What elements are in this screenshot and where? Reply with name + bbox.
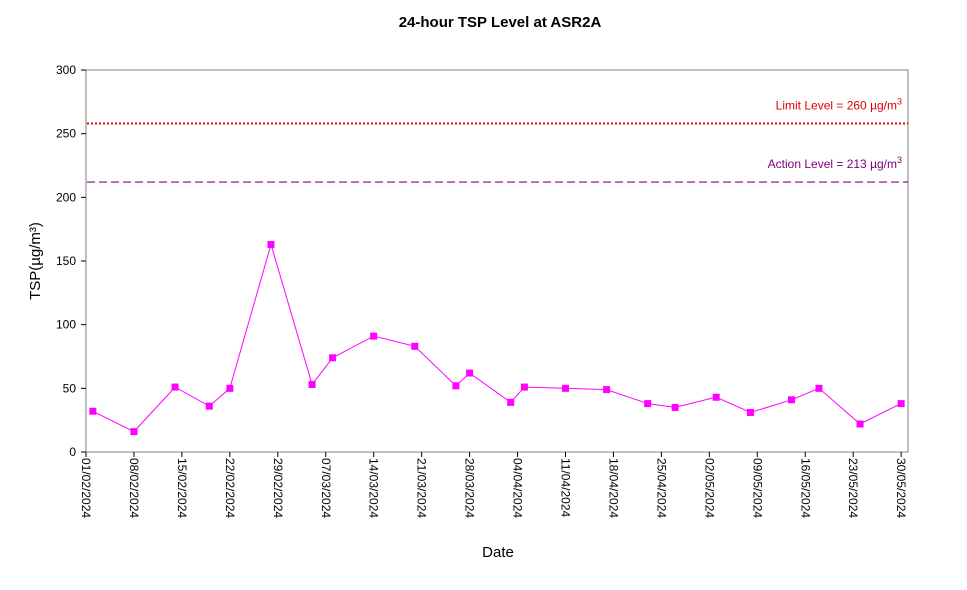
x-tick-label: 11/04/2024 [559,458,573,517]
reference-line-label: Limit Level = 260 µg/m3 [776,96,902,112]
y-tick-label: 250 [56,127,76,141]
x-axis-label: Date [482,544,514,561]
x-tick-label: 23/05/2024 [846,458,860,518]
x-tick-label: 18/04/2024 [606,458,620,518]
data-point [671,403,679,411]
y-axis: 0 50 100 150 200 250 300 [56,63,86,459]
data-point [466,369,474,377]
x-tick-label: 22/02/2024 [223,458,237,518]
x-tick-label: 28/03/2024 [463,458,477,518]
reference-lines: Limit Level = 260 µg/m3 Action Level = 21… [87,96,908,183]
data-point [562,384,569,392]
plot-area [85,69,909,453]
data-point [603,386,611,394]
data-point [644,400,652,408]
y-tick-label: 50 [63,381,77,395]
data-point [897,400,905,408]
data-point [746,409,754,417]
x-tick-label: 30/05/2024 [894,458,908,518]
data-point [452,382,460,390]
x-tick-label: 02/05/2024 [702,458,716,518]
x-tick-label: 25/04/2024 [654,458,668,518]
data-point [712,393,720,401]
data-point [171,383,179,391]
x-tick-label: 09/05/2024 [750,458,764,518]
data-point [226,384,234,392]
x-tick-label: 01/02/2024 [79,458,93,518]
series-tsp [89,240,905,436]
x-tick-label: 07/03/2024 [319,458,333,518]
data-point [856,420,864,428]
data-point [815,384,823,392]
data-point [329,354,337,362]
y-tick-label: 200 [56,190,76,204]
x-axis: 01/02/2024 08/02/2024 15/02/2024 22/02/2024… [79,452,908,518]
data-point [205,402,213,410]
x-tick-label: 14/03/2024 [367,458,381,518]
x-tick-label: 16/05/2024 [798,458,812,518]
data-point [788,396,796,404]
data-point [308,381,316,389]
series-line [92,242,902,433]
y-axis-label: TSP(µg/m³) [27,222,44,300]
y-tick-label: 100 [56,318,76,332]
chart-title: 24-hour TSP Level at ASR2A [399,14,602,31]
x-tick-label: 15/02/2024 [175,458,189,518]
data-point [520,383,528,391]
y-tick-label: 0 [69,445,76,459]
y-tick-label: 150 [56,254,76,268]
y-tick-label: 300 [56,63,76,77]
x-tick-label: 04/04/2024 [511,458,525,518]
data-point [411,342,419,350]
x-tick-label: 29/02/2024 [271,458,285,518]
reference-line-label: Action Level = 213 µg/m3 [768,155,902,171]
data-point [130,428,138,436]
data-point [507,398,515,406]
data-point [370,332,378,340]
data-point [89,407,97,415]
x-tick-label: 08/02/2024 [127,458,141,518]
x-tick-label: 21/03/2024 [415,458,429,518]
data-point [267,240,275,248]
